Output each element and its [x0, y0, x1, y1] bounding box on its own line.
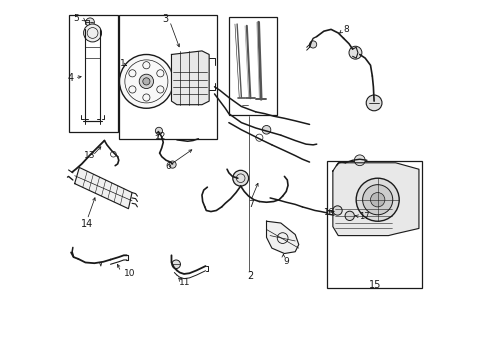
Circle shape	[172, 260, 180, 269]
Circle shape	[345, 211, 354, 221]
Text: 14: 14	[81, 219, 93, 229]
Circle shape	[139, 74, 153, 89]
Text: 3: 3	[162, 14, 169, 24]
Circle shape	[366, 95, 382, 111]
Circle shape	[356, 178, 399, 221]
Text: 11: 11	[179, 278, 191, 287]
Circle shape	[233, 170, 248, 186]
Text: 1: 1	[120, 59, 126, 68]
Text: 12: 12	[155, 132, 166, 141]
Circle shape	[354, 155, 365, 166]
Bar	[229, 17, 277, 116]
Text: 2: 2	[247, 271, 254, 281]
Circle shape	[120, 54, 173, 108]
Text: 15: 15	[368, 280, 381, 290]
Polygon shape	[333, 163, 419, 235]
Text: 13: 13	[84, 151, 96, 160]
Circle shape	[169, 161, 176, 168]
Circle shape	[349, 46, 362, 59]
Text: 16: 16	[323, 208, 334, 217]
Text: 9: 9	[283, 257, 289, 266]
Bar	[119, 15, 218, 139]
Circle shape	[333, 206, 342, 215]
Bar	[69, 15, 118, 132]
Text: 8: 8	[343, 25, 349, 34]
Polygon shape	[267, 221, 299, 253]
Circle shape	[143, 78, 150, 85]
Circle shape	[86, 18, 95, 27]
Text: 10: 10	[124, 269, 135, 278]
Text: 17: 17	[359, 212, 369, 221]
Text: 7: 7	[248, 200, 254, 209]
Circle shape	[370, 193, 385, 207]
Circle shape	[84, 24, 101, 42]
Circle shape	[155, 127, 163, 134]
Text: 6: 6	[166, 162, 171, 171]
Circle shape	[363, 185, 393, 215]
Bar	[327, 161, 422, 288]
Text: 4: 4	[68, 73, 74, 83]
Circle shape	[310, 41, 317, 48]
Polygon shape	[172, 51, 209, 105]
Text: 5: 5	[74, 14, 79, 23]
Polygon shape	[74, 167, 132, 209]
Circle shape	[262, 126, 271, 134]
